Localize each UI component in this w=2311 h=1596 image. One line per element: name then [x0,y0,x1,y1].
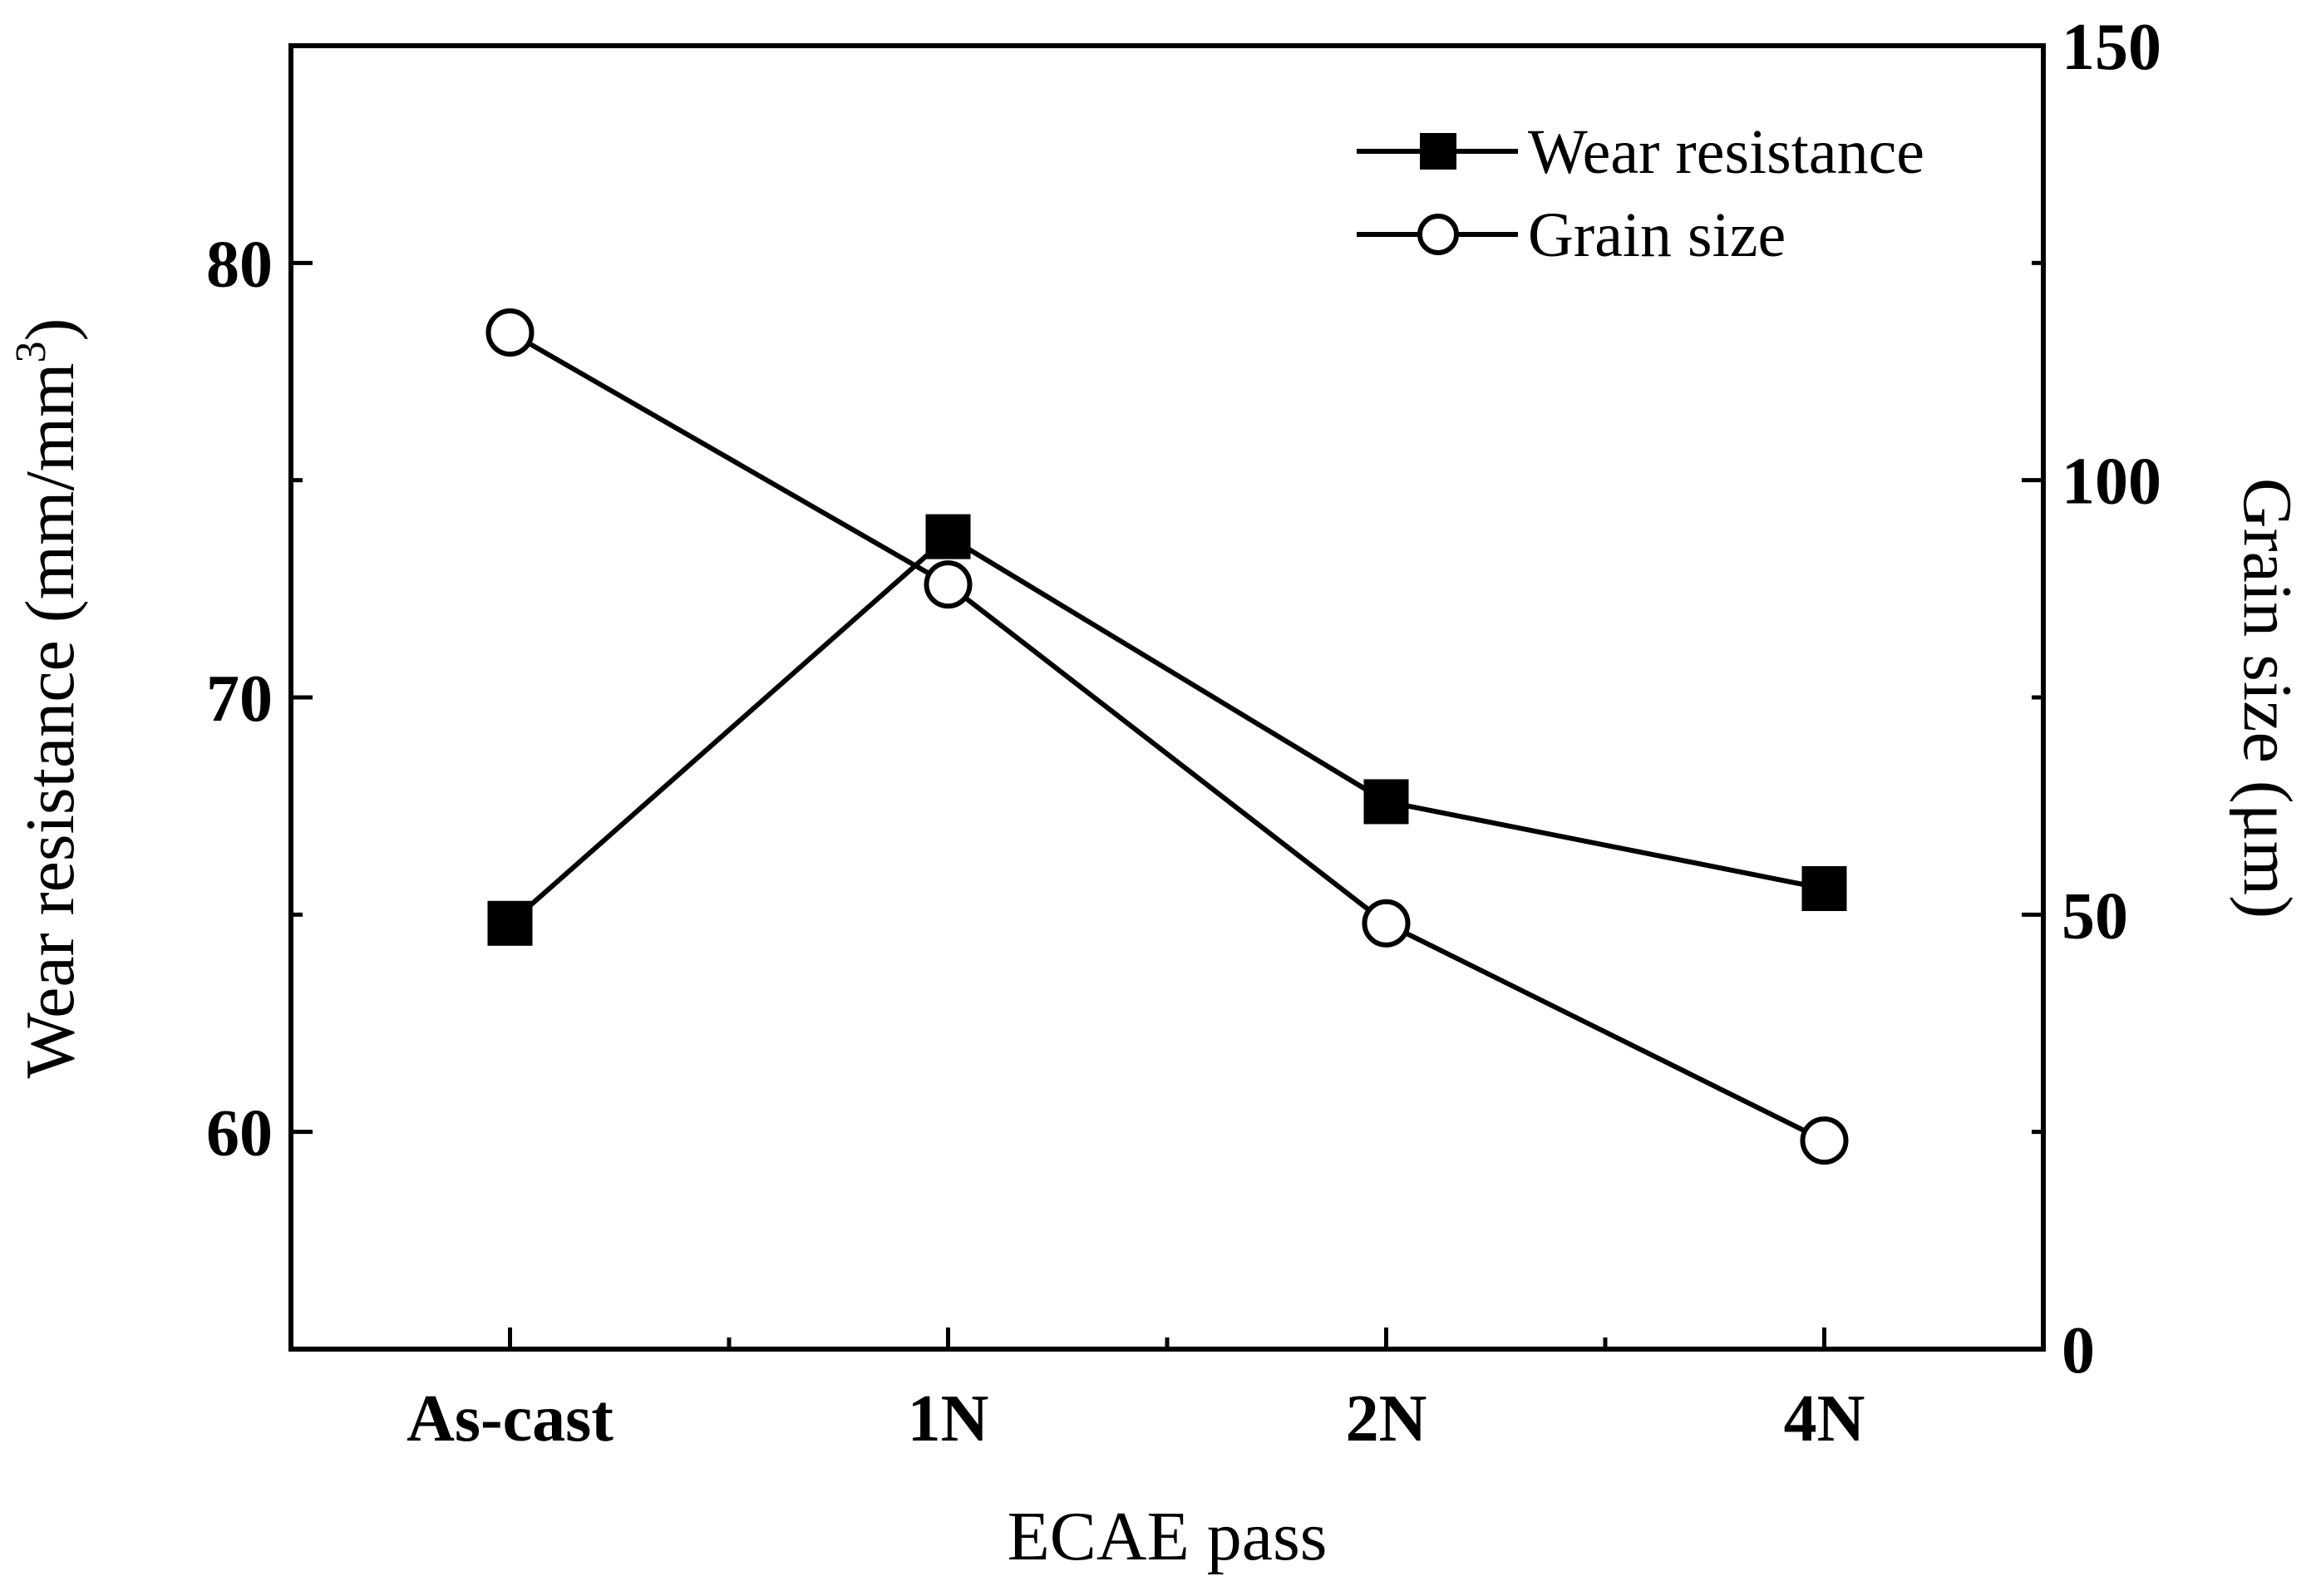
left-y-axis-title-close: ) [12,318,89,342]
legend-marker-open-circle [1417,214,1459,255]
data-point-grain-size [924,560,973,609]
left-y-axis-title: Wear resistance (mm/mm3) [7,318,89,1079]
data-point-grain-size [1800,1116,1849,1165]
x-tick-label: As-cast [407,1382,613,1456]
data-point-wear-resistance [925,514,971,559]
series-line-wear-resistance [508,533,1826,926]
legend-marker-filled-square [1420,133,1456,170]
data-point-wear-resistance [487,900,533,946]
legend-label-wear-resistance: Wear resistance [1528,117,1924,187]
axis-ticks [288,43,2046,1352]
series-line-grain-size [509,330,1826,1143]
left-y-tick-label: 80 [206,228,273,301]
x-tick-label: 2N [1346,1382,1427,1456]
x-axis-title: ECAE pass [1008,1498,1328,1575]
left-y-tick-label: 60 [206,1097,273,1170]
x-tick-label: 4N [1784,1382,1865,1456]
right-y-tick-label: 0 [2062,1314,2095,1387]
series-layer [485,308,1849,1165]
data-point-grain-size [1362,899,1411,948]
left-y-axis-title-superscript: 3 [7,342,55,363]
left-y-tick-label: 70 [206,663,273,736]
right-y-tick-label: 150 [2062,11,2161,84]
x-tick-labels: As-cast 1N 2N 4N [407,1382,1865,1456]
left-y-tick-labels: 60 70 80 [206,228,273,1170]
data-point-wear-resistance [1801,865,1847,911]
data-point-grain-size [485,308,535,357]
right-y-tick-label: 100 [2062,446,2161,519]
legend-label-grain-size: Grain size [1528,200,1786,270]
right-y-tick-label: 50 [2062,879,2128,953]
right-y-tick-labels: 0 50 100 150 [2062,11,2161,1387]
right-y-axis-title: Grain size (μm) [2229,478,2306,919]
x-tick-label: 1N [908,1382,989,1456]
legend: Wear resistance Grain size [1357,117,1924,270]
data-point-wear-resistance [1363,779,1409,825]
left-y-axis-title-main: Wear resistance (mm/mm [12,363,89,1079]
